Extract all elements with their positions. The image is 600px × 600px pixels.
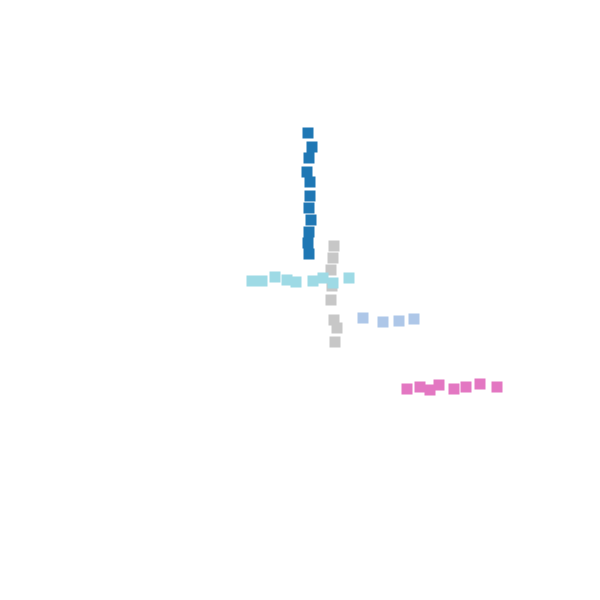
data-point-s4-p3 bbox=[433, 379, 445, 391]
data-point-s0-p3 bbox=[301, 166, 313, 178]
data-point-s1-p4 bbox=[325, 294, 337, 306]
data-point-s2-p0 bbox=[246, 275, 258, 287]
data-point-s0-p5 bbox=[304, 190, 316, 202]
data-point-s2-p1 bbox=[256, 275, 268, 287]
data-point-s0-p7 bbox=[305, 214, 317, 226]
data-point-s0-p10 bbox=[303, 248, 315, 260]
data-point-s3-p2 bbox=[393, 315, 405, 327]
data-point-s4-p4 bbox=[448, 383, 460, 395]
data-point-s4-p5 bbox=[460, 381, 472, 393]
data-point-s3-p3 bbox=[408, 313, 420, 325]
data-point-s0-p4 bbox=[304, 176, 316, 188]
data-point-s1-p5 bbox=[328, 314, 340, 326]
data-point-s1-p2 bbox=[325, 264, 337, 276]
data-point-s2-p2 bbox=[269, 271, 281, 283]
data-point-s4-p7 bbox=[491, 381, 503, 393]
data-point-s0-p8 bbox=[303, 226, 315, 238]
data-point-s4-p0 bbox=[401, 383, 413, 395]
data-point-s4-p2 bbox=[424, 384, 436, 396]
data-point-s4-p1 bbox=[414, 381, 426, 393]
data-point-s1-p6 bbox=[331, 322, 343, 334]
data-point-s2-p4 bbox=[290, 276, 302, 288]
data-point-s2-p6 bbox=[317, 272, 329, 284]
data-point-s0-p6 bbox=[303, 202, 315, 214]
data-point-s2-p8 bbox=[343, 272, 355, 284]
data-point-s0-p0 bbox=[302, 127, 314, 139]
data-point-s3-p1 bbox=[377, 316, 389, 328]
plot-area bbox=[246, 127, 503, 396]
data-point-s4-p6 bbox=[474, 378, 486, 390]
data-point-s1-p0 bbox=[328, 240, 340, 252]
data-point-s3-p0 bbox=[357, 312, 369, 324]
data-point-s2-p3 bbox=[281, 274, 293, 286]
data-point-s2-p7 bbox=[327, 277, 339, 289]
data-point-s1-p1 bbox=[327, 252, 339, 264]
data-point-s0-p1 bbox=[306, 141, 318, 153]
data-point-s1-p7 bbox=[329, 336, 341, 348]
data-point-s0-p2 bbox=[303, 152, 315, 164]
data-point-s2-p5 bbox=[307, 275, 319, 287]
data-point-s0-p9 bbox=[302, 237, 314, 249]
